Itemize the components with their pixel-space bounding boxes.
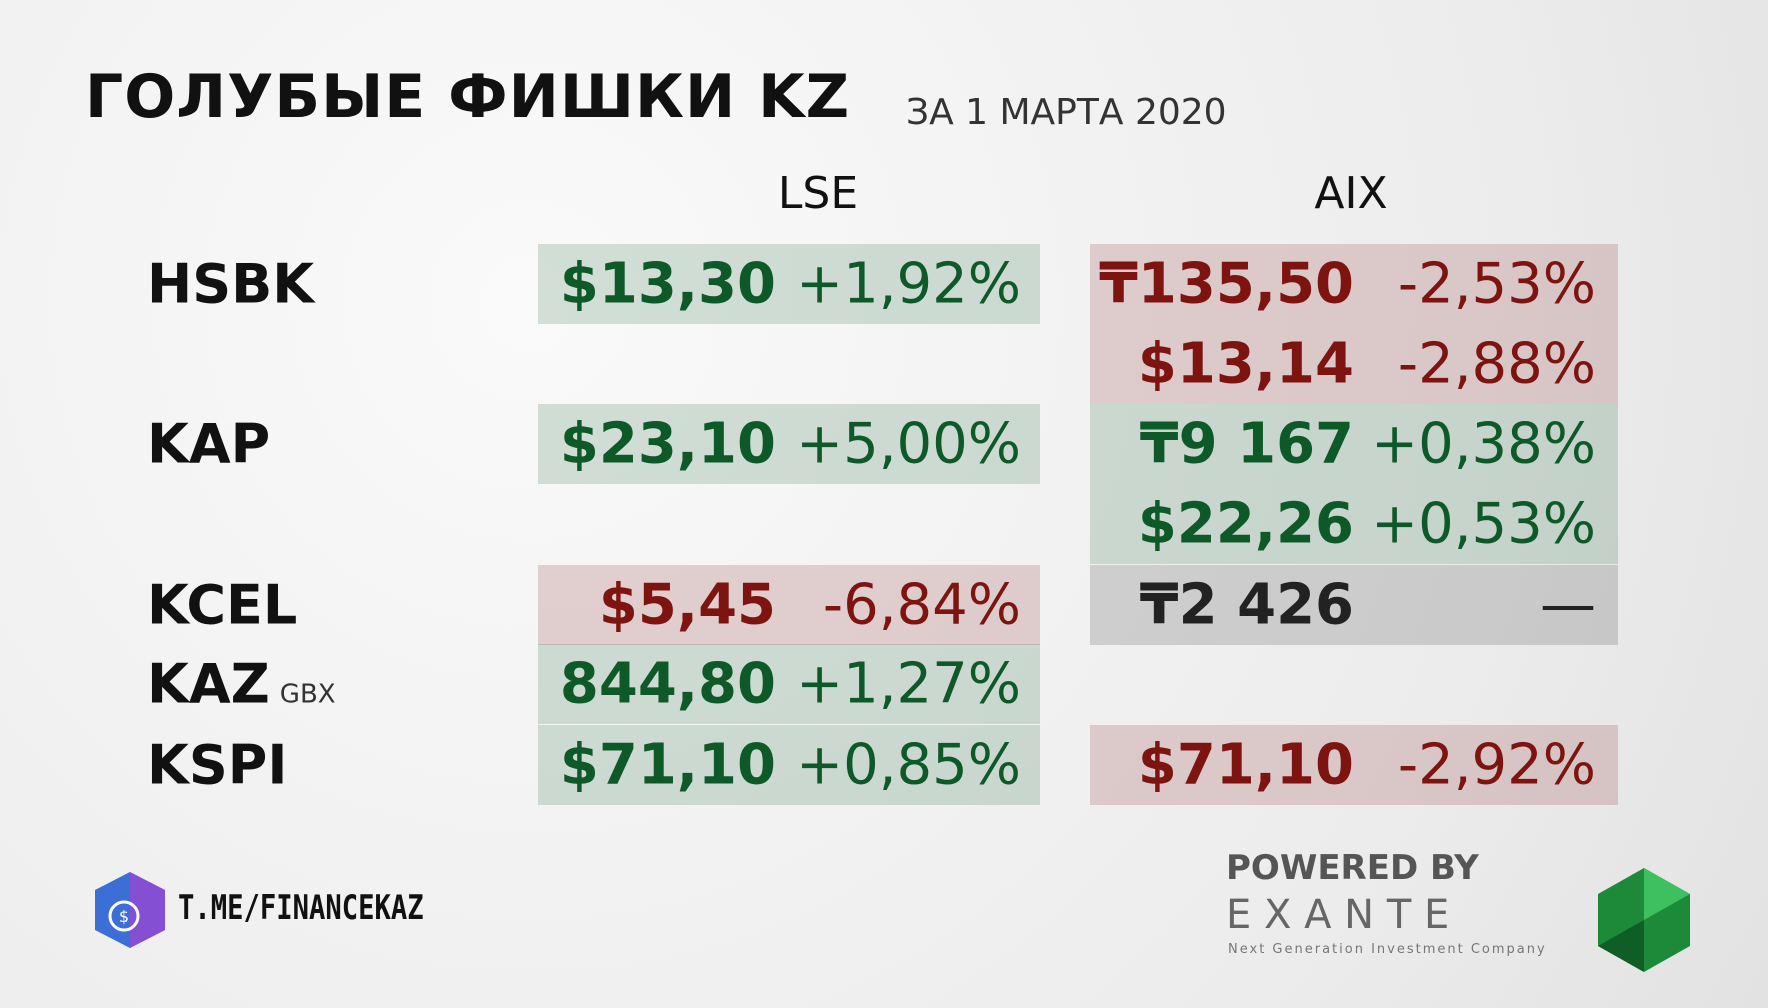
- column-header: AIX: [1314, 168, 1388, 219]
- ticker: HSBK: [147, 252, 315, 316]
- change: —: [1540, 572, 1596, 638]
- change: +1,92%: [796, 251, 1021, 317]
- change: +0,85%: [796, 732, 1021, 798]
- channel-link[interactable]: T.ME/FINANCEKAZ: [178, 888, 424, 928]
- change: -2,88%: [1397, 331, 1596, 397]
- price: ₸9 167: [1139, 411, 1354, 477]
- change: -2,92%: [1397, 732, 1596, 798]
- ticker: KAZ GBX: [147, 652, 336, 716]
- quote-cell: [538, 644, 1040, 724]
- price: $71,10: [1137, 732, 1354, 798]
- quote-cell: [1090, 725, 1618, 805]
- change: +0,38%: [1371, 411, 1596, 477]
- svg-text:$: $: [119, 907, 129, 926]
- tagline: Next Generation Investment Company: [1228, 942, 1547, 957]
- brand-logo: [1598, 868, 1690, 972]
- quote-cell: [1090, 244, 1618, 324]
- quote-cell: [1090, 484, 1618, 564]
- price: $71,10: [559, 732, 776, 798]
- brand: E X A N T E: [1226, 892, 1450, 938]
- change: +5,00%: [796, 411, 1021, 477]
- ticker: KCEL: [147, 573, 298, 637]
- quote-cell: [1090, 324, 1618, 404]
- change: -2,53%: [1397, 251, 1596, 317]
- quote-cell: [538, 725, 1040, 805]
- quote-cell: [1090, 565, 1618, 645]
- unit: GBX: [279, 679, 336, 710]
- quote-cell: [538, 565, 1040, 645]
- price: $13,14: [1137, 331, 1354, 397]
- ticker: KSPI: [147, 733, 288, 797]
- price: $22,26: [1137, 491, 1354, 557]
- price: $23,10: [559, 411, 776, 477]
- price: $13,30: [559, 251, 776, 317]
- price: ₸2 426: [1139, 572, 1354, 638]
- powered-by: POWERED BY: [1226, 848, 1479, 888]
- column-header: LSE: [777, 168, 859, 219]
- subtitle: ЗА 1 МАРТА 2020: [906, 92, 1227, 133]
- quote-cell: [538, 244, 1040, 324]
- channel-logo: $: [95, 872, 165, 948]
- change: -6,84%: [822, 572, 1021, 638]
- price: $5,45: [598, 572, 776, 638]
- price: 844,80: [559, 651, 776, 717]
- title: ГОЛУБЫЕ ФИШКИ KZ: [85, 62, 851, 132]
- change: +1,27%: [796, 651, 1021, 717]
- quote-cell: [538, 404, 1040, 484]
- change: +0,53%: [1371, 491, 1596, 557]
- quote-cell: [1090, 404, 1618, 484]
- ticker: KAP: [147, 412, 271, 476]
- price: ₸135,50: [1098, 251, 1354, 317]
